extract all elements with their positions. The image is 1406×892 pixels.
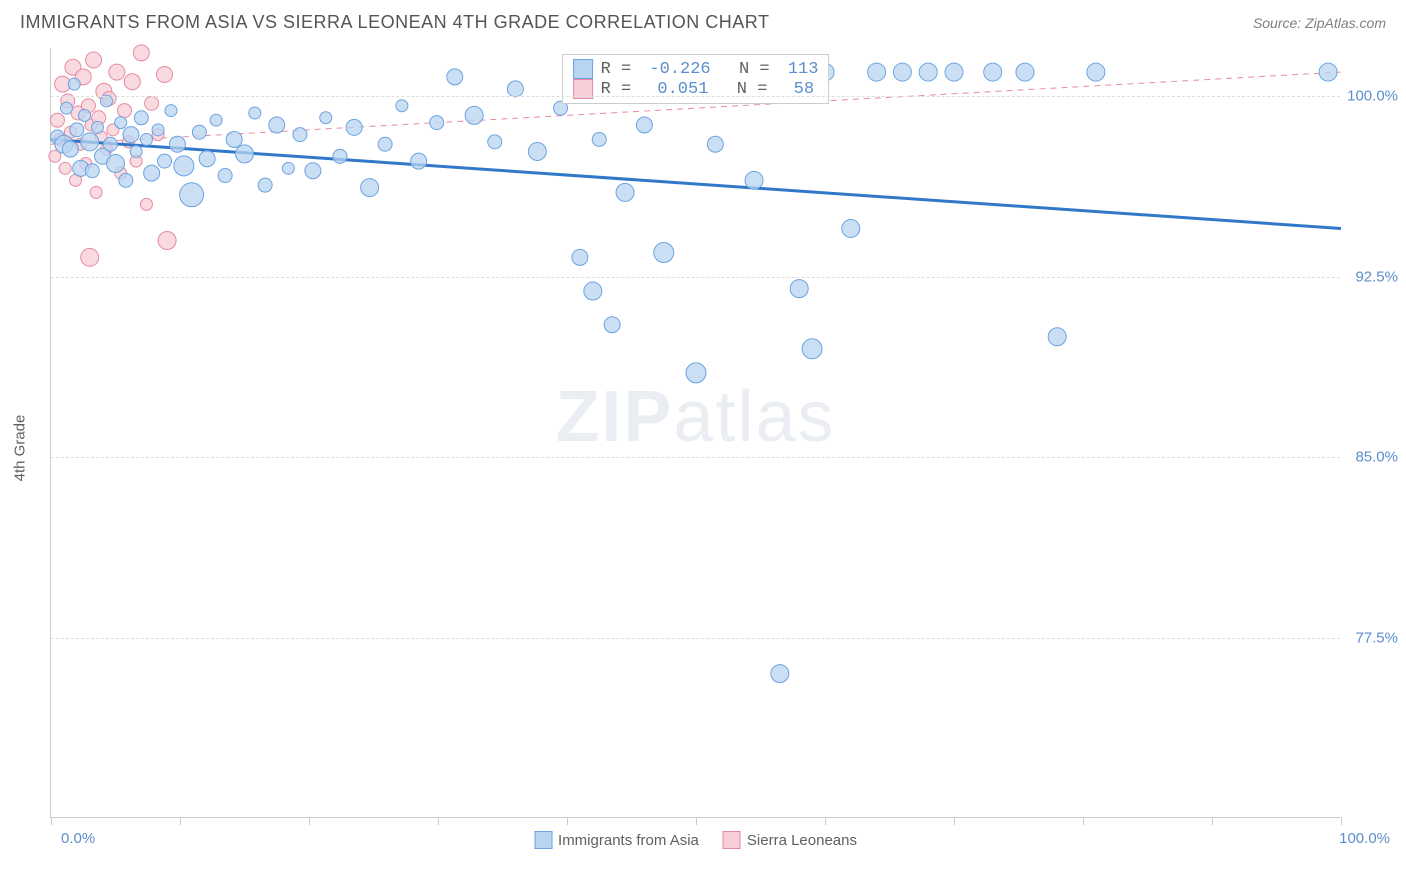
stat-row-asia: R = -0.226 N = 113 (573, 59, 819, 79)
x-max-label: 100.0% (1339, 830, 1390, 847)
swatch-sierra-icon (723, 831, 741, 849)
legend-item-asia: Immigrants from Asia (534, 831, 699, 849)
bottom-legend: Immigrants from Asia Sierra Leoneans (534, 831, 857, 849)
swatch-asia-icon (534, 831, 552, 849)
legend-label-asia: Immigrants from Asia (558, 832, 699, 849)
chart-container: 4th Grade ZIPatlas R = -0.226 N = 113 R … (40, 48, 1390, 848)
legend-item-sierra: Sierra Leoneans (723, 831, 857, 849)
y-axis-label: 4th Grade (12, 415, 29, 482)
y-tick-label: 92.5% (1355, 268, 1398, 285)
legend-label-sierra: Sierra Leoneans (747, 832, 857, 849)
swatch-asia (573, 59, 593, 79)
scatter-svg (51, 48, 1340, 817)
chart-title: IMMIGRANTS FROM ASIA VS SIERRA LEONEAN 4… (20, 12, 769, 33)
y-tick-label: 100.0% (1347, 88, 1398, 105)
y-tick-label: 85.0% (1355, 449, 1398, 466)
chart-source: Source: ZipAtlas.com (1253, 15, 1386, 31)
y-tick-label: 77.5% (1355, 629, 1398, 646)
x-min-label: 0.0% (61, 830, 95, 847)
plot-area: ZIPatlas R = -0.226 N = 113 R = 0.051 N … (50, 48, 1340, 818)
